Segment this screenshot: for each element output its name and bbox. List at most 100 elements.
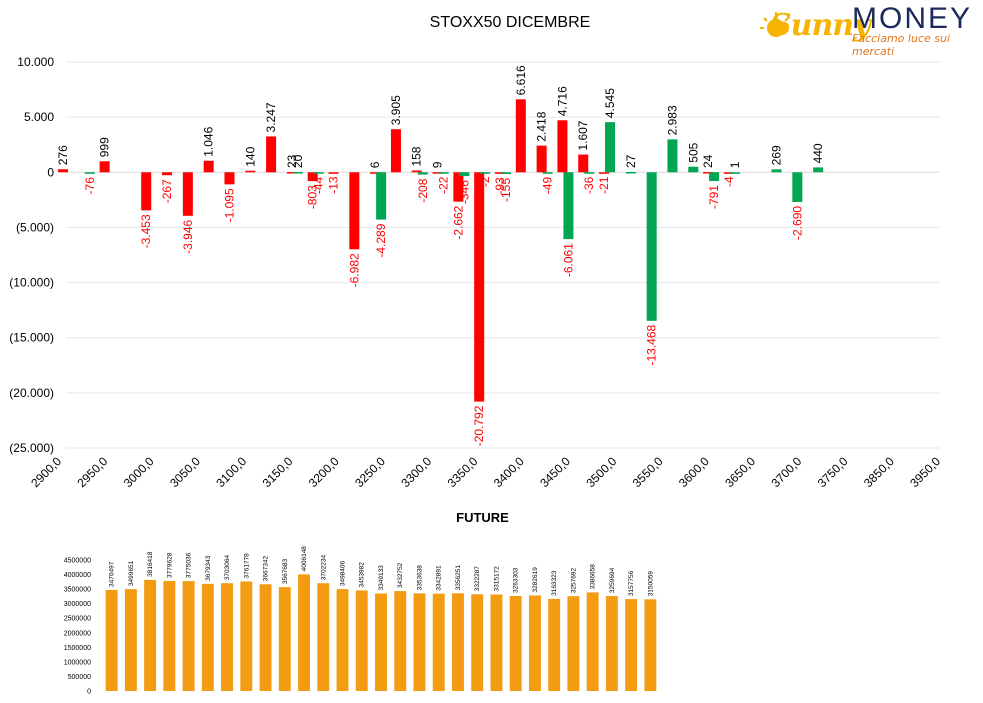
future-bar bbox=[278, 587, 291, 691]
bar-green bbox=[563, 172, 574, 240]
future-bar bbox=[509, 596, 522, 691]
bar-green bbox=[584, 172, 595, 174]
data-label: 1.607 bbox=[576, 120, 590, 150]
y-tick-label: (25.000) bbox=[9, 441, 54, 455]
bar-green bbox=[417, 172, 428, 175]
data-label: -1.095 bbox=[222, 188, 236, 222]
logo-sunny-text: Sunny bbox=[770, 8, 871, 43]
future-bar bbox=[413, 593, 426, 691]
y-tick-label: (20.000) bbox=[9, 386, 54, 400]
future-y-tick-label: 3000000 bbox=[64, 601, 91, 608]
data-label: 440 bbox=[811, 143, 825, 163]
x-tick-label: 3850,0 bbox=[861, 454, 897, 490]
future-bar bbox=[625, 599, 638, 691]
data-label: -346 bbox=[457, 180, 471, 204]
data-label: 6.616 bbox=[514, 65, 528, 95]
bar-green bbox=[792, 172, 803, 202]
future-bar bbox=[124, 589, 137, 691]
bar-green bbox=[376, 172, 387, 220]
x-tick-label: 3100,0 bbox=[213, 454, 249, 490]
logo-tagline: Facciamo luce sui mercati bbox=[852, 32, 951, 58]
main-y-axis: 10.000 5.000 0 (5.000) (10.000) (15.000) (20.0… bbox=[9, 55, 54, 455]
future-bar bbox=[432, 593, 445, 691]
future-data-label: 4006148 bbox=[301, 546, 308, 572]
data-label: -6.982 bbox=[347, 253, 361, 287]
future-data-label: 3282619 bbox=[532, 567, 539, 593]
future-y-tick-label: 2000000 bbox=[64, 630, 91, 637]
x-tick-label: 3350,0 bbox=[445, 454, 481, 490]
future-data-label: 3257692 bbox=[570, 567, 577, 593]
future-y-tick-label: 3500000 bbox=[64, 587, 91, 594]
bar-green bbox=[605, 122, 616, 173]
future-data-label: 3386658 bbox=[590, 564, 597, 590]
y-tick-label: 10.000 bbox=[17, 55, 54, 69]
future-chart-title: FUTURE bbox=[456, 510, 509, 525]
x-tick-label: 3650,0 bbox=[722, 454, 758, 490]
bar-red bbox=[370, 172, 381, 174]
data-label: -155 bbox=[499, 178, 513, 202]
y-tick-label: (10.000) bbox=[9, 276, 54, 290]
future-bar bbox=[490, 594, 503, 691]
bar-green bbox=[292, 172, 303, 174]
x-tick-label: 3250,0 bbox=[352, 454, 388, 490]
x-tick-label: 3550,0 bbox=[630, 454, 666, 490]
future-data-label: 3356251 bbox=[455, 565, 462, 591]
future-bar bbox=[336, 589, 349, 691]
future-bar bbox=[182, 581, 195, 691]
bar-red bbox=[266, 136, 277, 173]
future-data-label: 3353638 bbox=[416, 565, 423, 591]
data-label: -44 bbox=[312, 176, 326, 194]
future-data-label: 3157756 bbox=[628, 570, 635, 596]
x-tick-label: 3950,0 bbox=[907, 454, 943, 490]
bar-red bbox=[515, 99, 526, 173]
bar-green bbox=[438, 172, 449, 174]
future-y-tick-label: 500000 bbox=[68, 674, 91, 681]
x-tick-label: 3450,0 bbox=[537, 454, 573, 490]
data-label: 1 bbox=[728, 161, 742, 168]
future-bar-chart: 0 500000 1000000 1500000 2000000 2500000 30000… bbox=[64, 546, 657, 696]
bar-red bbox=[723, 172, 734, 174]
bar-red bbox=[58, 169, 68, 173]
future-bar bbox=[605, 596, 618, 691]
future-data-label: 3150059 bbox=[647, 571, 654, 597]
future-data-label: 3342891 bbox=[436, 565, 443, 591]
future-bar bbox=[586, 592, 599, 691]
future-data-label: 3349133 bbox=[378, 565, 385, 591]
future-data-label: 3498406 bbox=[340, 560, 347, 586]
bar-red bbox=[557, 120, 568, 173]
data-label: 24 bbox=[701, 154, 715, 168]
data-label: -267 bbox=[160, 179, 174, 203]
sun-icon bbox=[760, 12, 789, 37]
bar-red bbox=[349, 172, 360, 250]
future-bar bbox=[240, 581, 253, 691]
future-y-tick-label: 2500000 bbox=[64, 616, 91, 623]
x-tick-label: 3500,0 bbox=[583, 454, 619, 490]
bar-red bbox=[162, 172, 173, 176]
data-label: -6.061 bbox=[561, 243, 575, 277]
data-label: 4.545 bbox=[603, 88, 617, 118]
bar-green bbox=[688, 166, 699, 173]
data-label: -3.453 bbox=[139, 214, 153, 248]
data-label: -2.690 bbox=[790, 206, 804, 240]
future-data-label: 3761778 bbox=[243, 553, 250, 579]
data-label: 6 bbox=[368, 161, 382, 168]
data-label: -791 bbox=[707, 185, 721, 209]
data-label: 269 bbox=[770, 145, 784, 165]
future-bar bbox=[298, 574, 310, 691]
data-label: 20 bbox=[291, 154, 305, 168]
x-tick-label: 3150,0 bbox=[260, 454, 296, 490]
bar-green bbox=[729, 172, 740, 174]
data-label: -13 bbox=[327, 176, 341, 194]
future-data-label: 3703064 bbox=[224, 555, 231, 581]
data-label: -76 bbox=[83, 177, 97, 195]
future-data-label: 3432752 bbox=[397, 562, 404, 588]
future-data-label: 3259694 bbox=[609, 567, 616, 593]
data-label: -13.468 bbox=[645, 324, 659, 365]
future-data-label: 3263303 bbox=[513, 567, 520, 593]
x-tick-label: 3300,0 bbox=[398, 454, 434, 490]
future-bar bbox=[144, 579, 157, 691]
x-tick-label: 3000,0 bbox=[121, 454, 157, 490]
bar-green bbox=[667, 139, 678, 173]
data-label: 27 bbox=[624, 154, 638, 168]
bar-red bbox=[182, 172, 193, 216]
